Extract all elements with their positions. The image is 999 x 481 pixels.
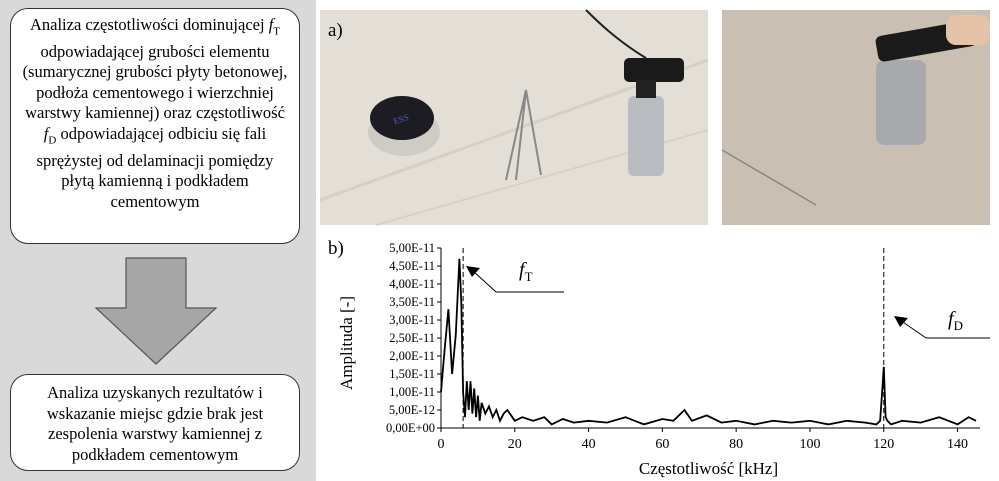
photo: ESS a) [320, 10, 708, 225]
y-tick-label: 2,00E-11 [389, 349, 435, 363]
annotation: fD [948, 308, 963, 333]
y-tick-label: 1,00E-11 [389, 385, 435, 399]
arrow-shape [96, 258, 216, 364]
figure: ESS a) b) 0,00E+00 5,00E-12 1,00E-11 1,50E-… [316, 0, 999, 481]
callout [900, 320, 990, 338]
text: Analiza częstotliwości dominującej [30, 15, 265, 34]
text: Analiza uzyskanych rezultatów i wskazani… [47, 383, 263, 464]
y-tick-label: 3,50E-11 [389, 295, 435, 309]
down-arrow [0, 250, 316, 370]
y-tick-label: 4,50E-11 [389, 259, 435, 273]
x-tick-label: 80 [729, 437, 743, 452]
y-tick-label: 5,00E-12 [389, 403, 435, 417]
text: odpowiadającej odbiciu się fali sprężyst… [37, 124, 274, 211]
annotation-subscript: T [525, 269, 533, 284]
panel-label: a) [328, 20, 343, 41]
flow-panel: Analiza częstotliwości dominującej fT od… [0, 0, 316, 481]
x-tick-label: 20 [508, 437, 522, 452]
flow-box: Analiza uzyskanych rezultatów i wskazani… [10, 374, 300, 471]
data-line [441, 259, 976, 425]
y-axis-title: Amplituda [-] [337, 296, 356, 390]
callout [472, 270, 564, 292]
subscript: T [273, 25, 280, 37]
photo [722, 10, 990, 225]
panel-label: b) [328, 238, 344, 259]
text: odpowiadającej grubości elementu (sumary… [23, 42, 288, 123]
y-tick-label: 0,00E+00 [386, 421, 435, 435]
y-tick-label: 1,50E-11 [389, 367, 435, 381]
y-tick-label: 4,00E-11 [389, 277, 435, 291]
annotation: fT [519, 259, 533, 284]
y-tick-label: 2,50E-11 [389, 331, 435, 345]
y-tick-label: 5,00E-11 [389, 241, 435, 255]
x-tick-label: 60 [655, 437, 669, 452]
callout-arrow [894, 316, 908, 327]
y-tick-label: 3,00E-11 [389, 313, 435, 327]
x-tick-label: 0 [438, 437, 445, 452]
subscript: D [48, 134, 56, 146]
page: Analiza częstotliwości dominującej fT od… [0, 0, 999, 481]
x-tick-label: 120 [873, 437, 894, 452]
annotation-subscript: D [954, 318, 963, 333]
x-tick-label: 40 [582, 437, 596, 452]
chart: 0,00E+00 5,00E-12 1,00E-11 1,50E-11 2,00E-11… [337, 241, 990, 478]
flow-box: Analiza częstotliwości dominującej fT od… [10, 8, 300, 244]
x-tick-label: 140 [947, 437, 968, 452]
x-tick-label: 100 [799, 437, 820, 452]
x-axis-title: Częstotliwość [kHz] [639, 459, 778, 478]
